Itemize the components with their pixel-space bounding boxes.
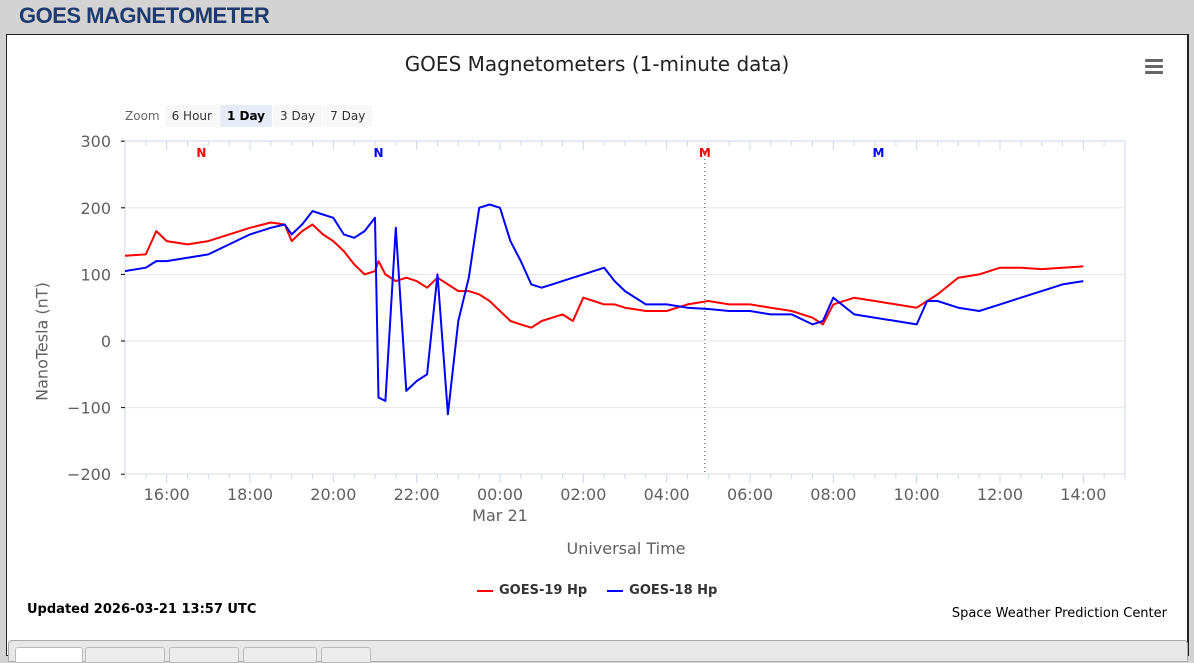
x-tick-label: 04:00: [644, 485, 690, 504]
tab-1[interactable]: [15, 647, 83, 663]
y-tick-label: 200: [80, 199, 111, 218]
y-tick-label: 0: [101, 332, 111, 351]
legend-label: GOES-18 Hp: [629, 583, 718, 598]
tab-2[interactable]: [85, 647, 165, 663]
y-axis-label: NanoTesla (nT): [32, 282, 52, 401]
noon-midnight-marker: M: [699, 146, 711, 160]
x-axis-label: Universal Time: [566, 539, 686, 558]
legend-item-goes19[interactable]: GOES-19 Hp: [477, 583, 587, 598]
x-tick-label: 10:00: [894, 485, 940, 504]
x-tick-label: 20:00: [310, 485, 356, 504]
noon-midnight-marker: N: [196, 146, 206, 160]
tab-strip: [8, 640, 1188, 663]
x-tick-label: 00:00: [477, 485, 523, 504]
x-tick-date-label: Mar 21: [472, 506, 528, 525]
chart-panel: GOES Magnetometers (1-minute data) Zoom …: [6, 34, 1189, 656]
legend-swatch-red: [477, 589, 493, 592]
x-tick-label: 14:00: [1060, 485, 1106, 504]
zoom-6-hour-button[interactable]: 6 Hour: [164, 105, 219, 127]
x-tick-label: 18:00: [227, 485, 273, 504]
noon-midnight-marker: N: [373, 146, 383, 160]
y-tick-label: 300: [80, 132, 111, 151]
y-tick-label: −100: [67, 399, 111, 418]
x-tick-label: 08:00: [810, 485, 856, 504]
zoom-1-day-button[interactable]: 1 Day: [219, 105, 272, 127]
legend-label: GOES-19 Hp: [499, 583, 588, 598]
credit-text: Space Weather Prediction Center: [951, 606, 1167, 621]
x-tick-label: 02:00: [560, 485, 606, 504]
zoom-bar: Zoom 6 Hour 1 Day 3 Day 7 Day: [125, 104, 373, 128]
tab-3[interactable]: [169, 647, 239, 663]
series-line-goes19[interactable]: [124, 221, 1084, 329]
x-tick-label: 06:00: [727, 485, 773, 504]
zoom-3-day-button[interactable]: 3 Day: [273, 105, 323, 127]
tab-5[interactable]: [321, 647, 371, 663]
y-tick-label: −200: [67, 465, 111, 484]
chart-title: GOES Magnetometers (1-minute data): [404, 52, 790, 76]
updated-timestamp: Updated 2026-03-21 13:57 UTC: [27, 602, 257, 617]
tab-4[interactable]: [243, 647, 317, 663]
plot-area[interactable]: 300 200 100 0 −100 −200 16:00 18:00 20:00 22:00 00…: [7, 35, 1187, 595]
x-tick-label: 22:00: [394, 485, 440, 504]
zoom-7-day-button[interactable]: 7 Day: [323, 105, 373, 127]
x-tick-label: 12:00: [977, 485, 1023, 504]
legend-item-goes18[interactable]: GOES-18 Hp: [607, 583, 717, 598]
noon-midnight-marker: M: [872, 146, 884, 160]
hamburger-menu-icon[interactable]: [1145, 59, 1163, 75]
x-tick-label: 16:00: [144, 485, 190, 504]
page-title: GOES MAGNETOMETER: [19, 3, 270, 28]
zoom-label: Zoom: [125, 109, 160, 123]
legend: GOES-19 Hp GOES-18 Hp: [477, 583, 737, 598]
series-line-goes18[interactable]: [124, 203, 1084, 416]
y-tick-label: 100: [80, 265, 111, 284]
legend-swatch-blue: [607, 589, 624, 592]
